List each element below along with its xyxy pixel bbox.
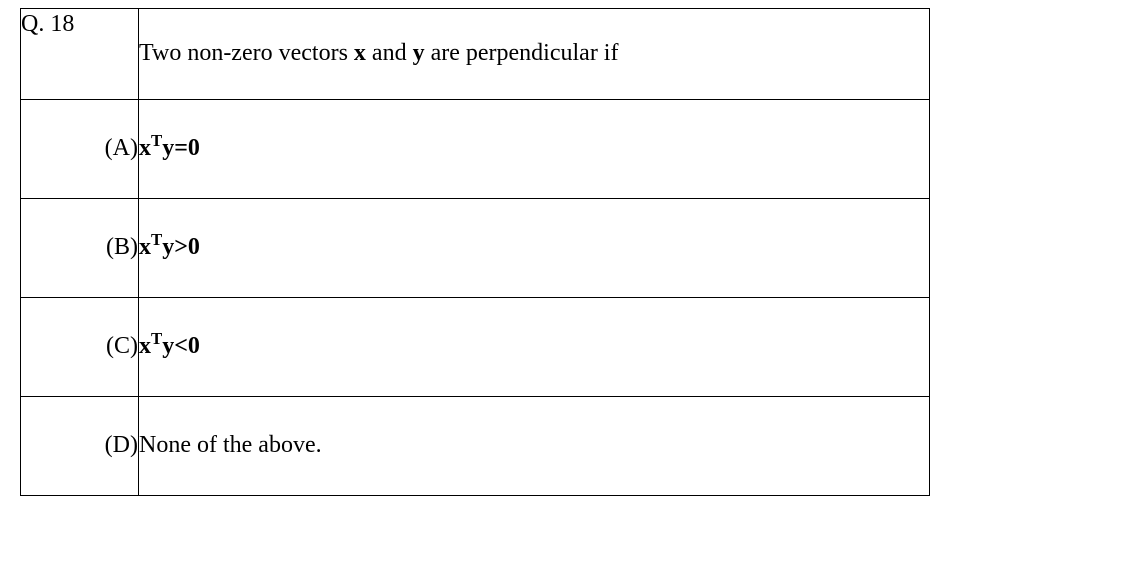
option-row-d: (D) None of the above. [21, 397, 930, 496]
option-content-d: None of the above. [139, 397, 930, 496]
option-label-a: (A) [21, 100, 139, 199]
option-a-x: x [139, 135, 151, 161]
option-content-b: xTy>0 [139, 199, 930, 298]
question-row: Q. 18 Two non-zero vectors x and y are p… [21, 9, 930, 100]
option-c-y: y [162, 333, 174, 359]
option-content-a: xTy=0 [139, 100, 930, 199]
option-c-rel: <0 [174, 333, 200, 359]
question-stem: Two non-zero vectors x and y are perpend… [139, 9, 930, 100]
option-c-sup: T [151, 329, 162, 348]
stem-text-pre: Two non-zero vectors [139, 40, 354, 66]
option-row-a: (A) xTy=0 [21, 100, 930, 199]
stem-vector-x: x [354, 40, 366, 66]
option-b-sup: T [151, 230, 162, 249]
stem-text-post: are perpendicular if [425, 40, 619, 66]
option-b-x: x [139, 234, 151, 260]
stem-text-mid: and [366, 40, 413, 66]
option-label-b: (B) [21, 199, 139, 298]
stem-vector-y: y [413, 40, 425, 66]
question-table: Q. 18 Two non-zero vectors x and y are p… [20, 8, 930, 496]
option-row-c: (C) xTy<0 [21, 298, 930, 397]
option-a-sup: T [151, 131, 162, 150]
option-c-x: x [139, 333, 151, 359]
option-row-b: (B) xTy>0 [21, 199, 930, 298]
option-a-rel: =0 [174, 135, 200, 161]
question-page: Q. 18 Two non-zero vectors x and y are p… [0, 0, 1140, 562]
option-b-rel: >0 [174, 234, 200, 260]
option-b-y: y [162, 234, 174, 260]
option-label-d: (D) [21, 397, 139, 496]
option-label-c: (C) [21, 298, 139, 397]
option-content-c: xTy<0 [139, 298, 930, 397]
question-number: Q. 18 [21, 9, 139, 100]
option-a-y: y [162, 135, 174, 161]
